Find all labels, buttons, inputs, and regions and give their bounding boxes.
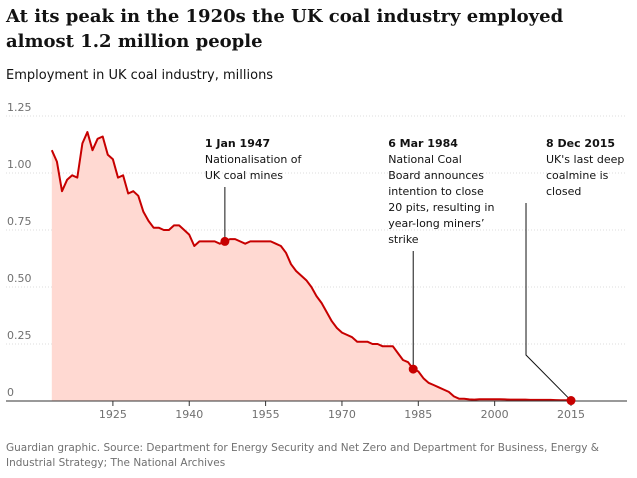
y-tick-label: 0.50 (7, 272, 32, 285)
chart-subtitle: Employment in UK coal industry, millions (6, 68, 274, 83)
annotation-text: year-long miners’ (388, 217, 484, 230)
annotation-dot (220, 236, 230, 246)
x-tick-label: 1955 (252, 408, 280, 421)
chart-headline: At its peak in the 1920s the UK coal ind… (6, 6, 564, 52)
annotation-dot (408, 364, 418, 374)
annotation: 8 Dec 2015 UK's last deep coalmine is close… (525, 137, 624, 406)
y-axis-ticks: 0 0.25 0.50 0.75 1.00 1.25 (7, 101, 32, 399)
x-tick-label: 1985 (404, 408, 432, 421)
annotation: 1 Jan 1947 Nationalisation of UK coal mine… (205, 137, 303, 246)
x-tick-label: 1940 (175, 408, 203, 421)
y-tick-label: 1.25 (7, 101, 32, 114)
annotation-text: Nationalisation of (205, 153, 303, 166)
annotation-date: 6 Mar 1984 (388, 137, 458, 150)
annotation: 6 Mar 1984 National Coal Board announces in… (388, 137, 494, 374)
y-tick-label: 1.00 (7, 158, 32, 171)
annotation-date: 8 Dec 2015 (546, 137, 615, 150)
employment-line (50, 131, 572, 402)
x-tick-label: 1925 (99, 408, 127, 421)
coal-employment-chart: 00.250.500.751.001.25 1925 1940 1955 1970 19… (6, 101, 627, 421)
annotation-text: Board announces (388, 169, 484, 182)
employment-area (51, 132, 572, 401)
annotation-text: 20 pits, resulting in (388, 201, 494, 214)
annotation-text: National Coal (388, 153, 462, 166)
y-tick-label: 0.25 (7, 329, 32, 342)
x-axis-ticks: 1925 1940 1955 1970 1985 2000 2015 (99, 401, 585, 421)
x-tick-label: 2000 (481, 408, 509, 421)
annotation-leader-line (525, 203, 572, 401)
annotation-text: coalmine is (546, 169, 609, 182)
annotations: 1 Jan 1947 Nationalisation of UK coal mine… (205, 137, 624, 406)
annotation-date: 1 Jan 1947 (205, 137, 270, 150)
annotation-text: closed (546, 185, 581, 198)
annotation-dot (566, 396, 576, 406)
y-tick-label: 0.75 (7, 215, 32, 228)
annotation-text: strike (388, 233, 419, 246)
x-tick-label: 2015 (557, 408, 585, 421)
x-tick-label: 1970 (328, 408, 356, 421)
source-note: Guardian graphic. Source: Department for… (6, 442, 599, 469)
annotation-text: UK coal mines (205, 169, 283, 182)
annotation-text: intention to close (388, 185, 484, 198)
y-tick-label: 0 (7, 386, 14, 399)
annotation-text: UK's last deep (546, 153, 624, 166)
